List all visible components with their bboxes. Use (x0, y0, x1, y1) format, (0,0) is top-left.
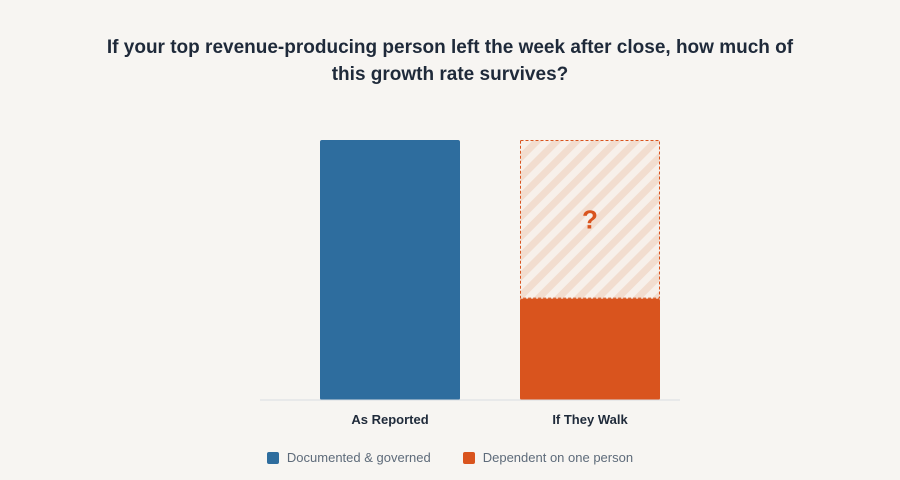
legend-label-documented: Documented & governed (286, 450, 431, 465)
bar-as-reported-series-0 (320, 140, 460, 400)
legend-swatch-dependent (462, 451, 475, 464)
unknown-remainder-annotation: ? (582, 204, 598, 234)
chart-title: If your top revenue-producing person lef… (106, 37, 794, 85)
legend-item-documented: Documented & governed (266, 450, 431, 465)
x-tick-label-as-reported: As Reported (351, 412, 428, 427)
legend-label-dependent: Dependent on one person (482, 450, 634, 465)
chart-legend: Documented & governed Dependent on one p… (0, 450, 900, 465)
x-tick-label-if-they-walk: If They Walk (552, 412, 628, 427)
bar-if-they-walk-series-1 (520, 298, 660, 400)
bar-if-they-walk-unknown-remainder (520, 140, 660, 299)
legend-item-dependent: Dependent on one person (462, 450, 634, 465)
legend-swatch-documented (266, 451, 279, 464)
